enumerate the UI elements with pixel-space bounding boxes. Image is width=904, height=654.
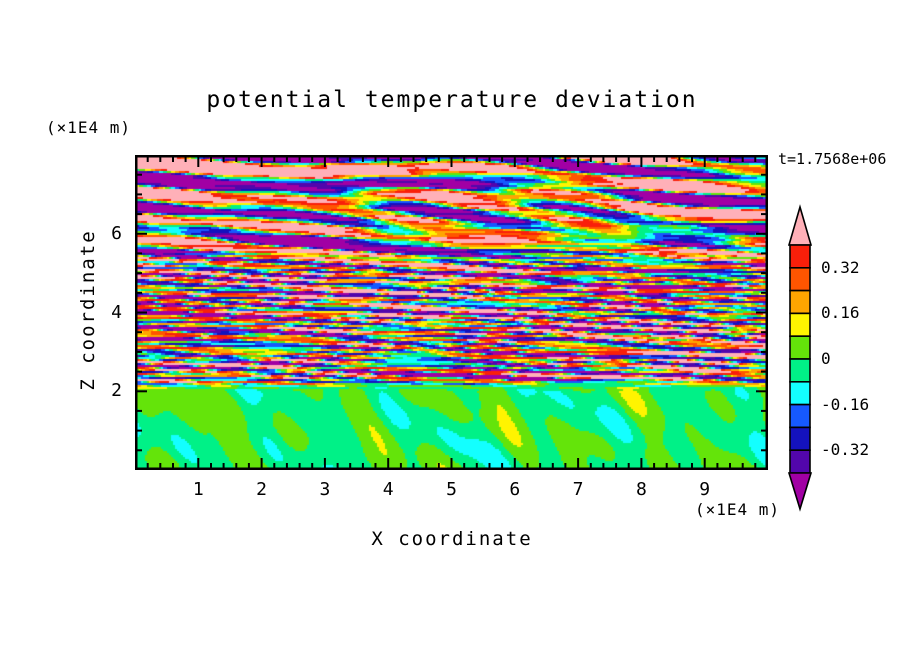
x-tick-label: 9 bbox=[699, 479, 711, 500]
colorbar-tick-label: -0.32 bbox=[821, 440, 870, 459]
colorbar-tick-label: 0.16 bbox=[821, 303, 860, 322]
y-axis-unit-label: (×1E4 m) bbox=[46, 118, 132, 137]
x-tick-label: 8 bbox=[635, 479, 647, 500]
plot-title: potential temperature deviation bbox=[206, 87, 698, 113]
x-tick-label: 4 bbox=[382, 479, 394, 500]
contour-field-canvas bbox=[135, 155, 768, 470]
x-tick-label: 6 bbox=[509, 479, 521, 500]
x-tick-label: 1 bbox=[192, 479, 204, 500]
x-tick-label: 3 bbox=[319, 479, 331, 500]
x-axis-unit-label: (×1E4 m) bbox=[694, 500, 780, 519]
x-tick-label: 2 bbox=[256, 479, 268, 500]
colorbar-tick-label: 0 bbox=[821, 349, 831, 368]
x-tick-label: 5 bbox=[446, 479, 457, 500]
colorbar-tick-label: 0.32 bbox=[821, 258, 860, 277]
time-label: t=1.7568e+06 bbox=[778, 150, 887, 168]
colorbar-tick-label: -0.16 bbox=[821, 395, 870, 414]
axes-frame-and-ticks bbox=[135, 155, 768, 470]
y-tick-label: 4 bbox=[111, 301, 122, 323]
x-tick-label: 7 bbox=[572, 479, 584, 500]
colorbar bbox=[787, 204, 813, 512]
plot-area bbox=[135, 155, 768, 470]
x-axis-title: X coordinate bbox=[371, 528, 533, 550]
y-tick-label: 2 bbox=[111, 380, 122, 402]
y-tick-label: 6 bbox=[111, 222, 122, 244]
